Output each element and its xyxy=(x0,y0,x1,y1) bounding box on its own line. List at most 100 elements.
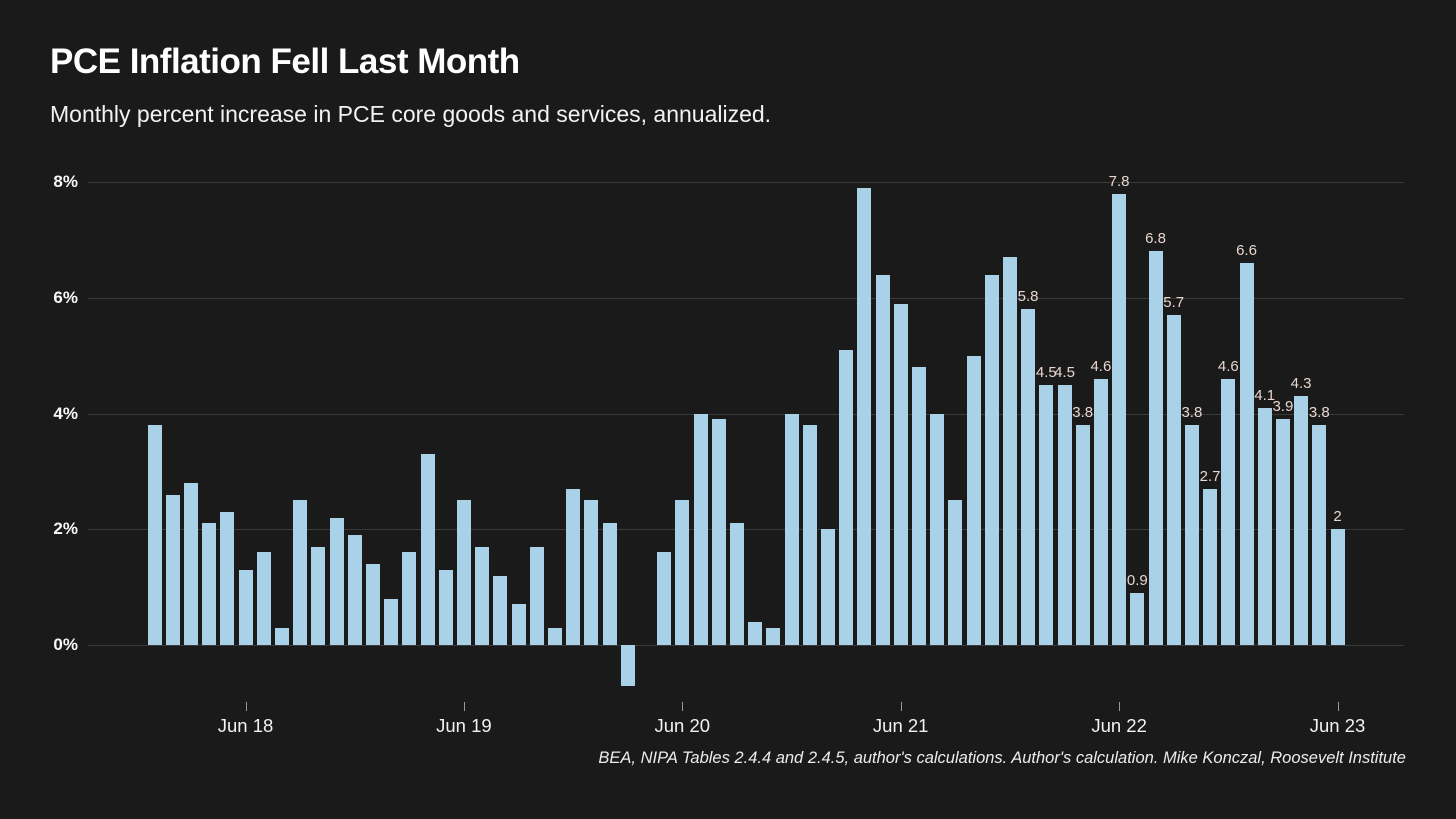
bar-jan-19 xyxy=(365,563,380,645)
bar-nov-22 xyxy=(1203,488,1218,645)
bar-dec-21 xyxy=(1002,257,1017,645)
bar-aug-18 xyxy=(274,627,289,645)
bar-value-label-jul-22: 0.9 xyxy=(1126,571,1148,589)
y-axis-label-8: 8% xyxy=(53,172,78,191)
bar-oct-22 xyxy=(1184,425,1199,645)
bar-oct-18 xyxy=(311,546,326,645)
x-axis-tick-jun-20 xyxy=(682,702,684,711)
bar-feb-23 xyxy=(1257,407,1272,645)
bar-jun-20 xyxy=(675,500,690,645)
x-axis-tick-jun-22 xyxy=(1119,702,1121,711)
bar-apr-18 xyxy=(202,523,217,645)
bar-apr-19 xyxy=(420,454,435,645)
bar-value-label-apr-23: 4.3 xyxy=(1290,375,1312,393)
bar-value-label-apr-22: 3.8 xyxy=(1072,404,1094,422)
bar-dec-19 xyxy=(566,488,581,645)
bar-jan-22 xyxy=(1021,309,1036,645)
bar-jul-19 xyxy=(475,546,490,645)
bar-value-label-dec-22: 4.6 xyxy=(1217,357,1239,375)
bar-jun-18 xyxy=(238,569,253,645)
bar-value-label-may-23: 3.8 xyxy=(1308,404,1330,422)
bar-value-label-jun-22: 7.8 xyxy=(1108,172,1130,190)
x-axis-tick-jun-18 xyxy=(245,702,247,711)
bar-value-label-feb-23: 4.1 xyxy=(1254,386,1276,404)
chart-title: PCE Inflation Fell Last Month xyxy=(50,42,520,81)
bar-value-label-jun-23: 2 xyxy=(1333,508,1342,526)
x-axis-tick-jun-23 xyxy=(1337,702,1339,711)
bar-mar-20 xyxy=(620,645,635,686)
bar-feb-18 xyxy=(165,494,180,645)
bar-jun-22 xyxy=(1112,193,1127,645)
x-axis-label-jun-23: Jun 23 xyxy=(1309,715,1366,736)
bar-dec-18 xyxy=(347,535,362,645)
bar-jul-20 xyxy=(693,413,708,645)
bar-jan-18 xyxy=(147,425,162,645)
bar-nov-21 xyxy=(984,274,999,645)
bar-may-19 xyxy=(438,569,453,645)
bar-jul-22 xyxy=(1130,592,1145,645)
x-axis-tick-jun-21 xyxy=(900,702,902,711)
bar-aug-21 xyxy=(930,413,945,645)
bar-value-label-nov-22: 2.7 xyxy=(1199,467,1221,485)
x-axis-label-jun-18: Jun 18 xyxy=(217,715,274,736)
x-axis-tick-jun-19 xyxy=(463,702,465,711)
bar-value-label-aug-22: 6.8 xyxy=(1145,230,1166,248)
gridline-4 xyxy=(88,413,1404,415)
bar-apr-23 xyxy=(1294,396,1309,645)
bar-sep-21 xyxy=(948,500,963,645)
bar-oct-20 xyxy=(748,621,763,645)
bar-value-label-oct-22: 3.8 xyxy=(1181,404,1203,422)
bar-oct-19 xyxy=(529,546,544,645)
bar-feb-20 xyxy=(602,523,617,645)
chart-subtitle: Monthly percent increase in PCE core goo… xyxy=(50,101,772,127)
x-axis-label-jun-20: Jun 20 xyxy=(654,715,711,736)
bar-oct-21 xyxy=(966,355,981,645)
bar-feb-22 xyxy=(1039,384,1054,645)
bar-may-23 xyxy=(1312,425,1327,645)
gridline-0 xyxy=(88,645,1404,646)
bar-mar-18 xyxy=(183,482,198,645)
bar-jul-21 xyxy=(911,367,926,645)
bar-nov-20 xyxy=(766,627,781,645)
bar-may-18 xyxy=(220,511,235,645)
gridline-6 xyxy=(88,297,1404,299)
bar-jun-23 xyxy=(1330,529,1345,645)
bar-value-label-jan-23: 6.6 xyxy=(1236,242,1257,260)
bar-dec-22 xyxy=(1221,378,1236,645)
x-axis-label-jun-19: Jun 19 xyxy=(436,715,492,736)
gridline-8 xyxy=(88,182,1404,183)
bar-aug-22 xyxy=(1148,251,1163,645)
bar-feb-19 xyxy=(384,598,399,645)
bar-value-label-feb-22: 4.5 xyxy=(1035,363,1057,381)
x-axis-label-jun-21: Jun 21 xyxy=(872,715,929,736)
bar-sep-20 xyxy=(729,523,744,645)
bar-dec-20 xyxy=(784,413,799,645)
bar-may-22 xyxy=(1093,378,1108,645)
bar-value-label-mar-22: 4.5 xyxy=(1054,363,1075,381)
bar-apr-22 xyxy=(1075,425,1090,645)
bar-mar-23 xyxy=(1275,419,1290,645)
bar-apr-21 xyxy=(857,187,872,645)
bar-may-20 xyxy=(657,552,672,645)
bar-sep-19 xyxy=(511,604,526,645)
bar-value-label-may-22: 4.6 xyxy=(1090,357,1112,375)
bar-jan-20 xyxy=(584,500,599,645)
y-axis-label-2: 2% xyxy=(53,519,78,539)
bar-may-21 xyxy=(875,274,890,645)
bar-value-label-jan-22: 5.8 xyxy=(1017,288,1039,306)
bar-nov-18 xyxy=(329,517,344,645)
bar-nov-19 xyxy=(547,627,562,645)
bar-mar-22 xyxy=(1057,384,1072,645)
y-axis-label-6: 6% xyxy=(53,287,78,307)
bar-sep-22 xyxy=(1166,315,1181,645)
bar-jun-19 xyxy=(456,500,471,645)
bar-mar-21 xyxy=(839,349,854,645)
bar-jan-23 xyxy=(1239,263,1254,645)
bar-sep-18 xyxy=(293,500,308,645)
y-axis-label-0: 0% xyxy=(53,635,78,654)
gridline-2 xyxy=(88,529,1404,531)
bar-value-label-sep-22: 5.7 xyxy=(1163,294,1185,312)
x-axis-label-jun-22: Jun 22 xyxy=(1091,715,1147,736)
bar-jun-21 xyxy=(893,303,908,645)
